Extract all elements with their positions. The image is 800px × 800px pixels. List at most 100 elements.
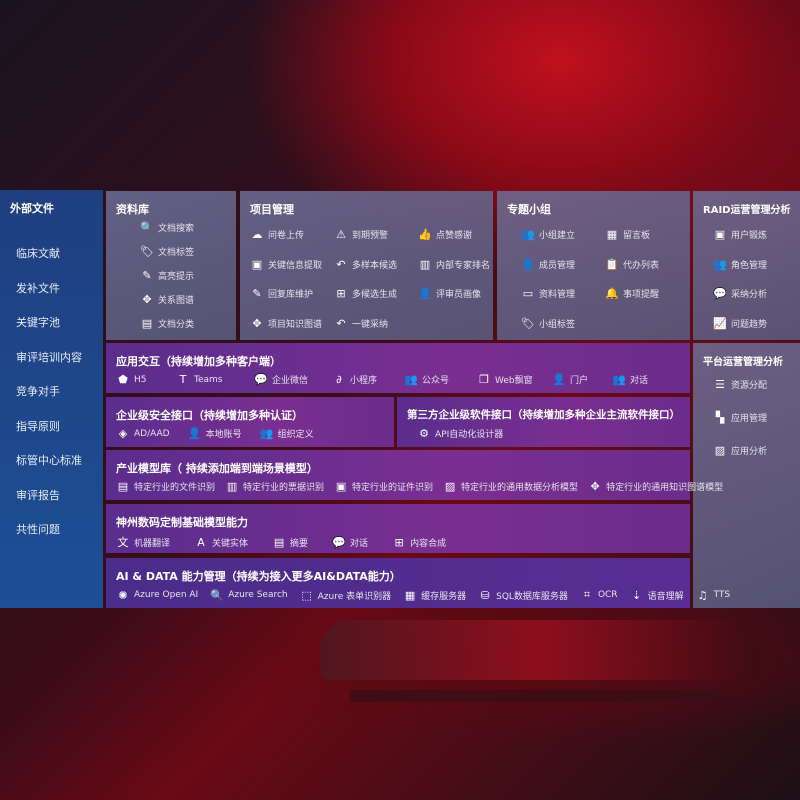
menu-item[interactable]: ▤ 摘要 xyxy=(272,534,308,550)
menu-item[interactable]: 👤 评审员画像 xyxy=(418,287,481,300)
menu-item[interactable]: 🔍 Azure Search xyxy=(210,588,287,602)
menu-item[interactable]: ⊞ 多候选生成 xyxy=(334,287,397,300)
menu-item-label: 多样本候选 xyxy=(352,260,398,271)
menu-item[interactable]: ⚠ 到期预警 xyxy=(334,228,388,241)
menu-item-label: 多候选生成 xyxy=(352,290,398,300)
sidebar-item[interactable]: 发补文件 xyxy=(16,281,60,295)
menu-item[interactable]: 📋 代办列表 xyxy=(605,258,659,271)
menu-item[interactable]: ⚙ API自动化设计器 xyxy=(417,427,503,440)
menu-item[interactable]: ✺ Azure Open AI xyxy=(116,588,198,602)
menu-item[interactable]: 👥 角色管理 xyxy=(713,258,767,271)
menu-item[interactable]: ✥ 项目知识图谱 xyxy=(250,317,322,330)
sidebar-item[interactable]: 临床文献 xyxy=(16,247,60,260)
menu-item[interactable]: ▣ 用户锻炼 xyxy=(713,228,767,241)
menu-item[interactable]: ▦ 缓存服务器 xyxy=(403,588,466,602)
menu-item[interactable]: 👤 门户 xyxy=(552,373,612,386)
menu-item[interactable]: 👥 组织定义 xyxy=(260,427,314,440)
menu-item[interactable]: 📈 问题趋势 xyxy=(713,317,767,330)
menu-item[interactable]: ▥ 内部专家排名 xyxy=(418,258,490,271)
menu-item[interactable]: ⬟ H5 xyxy=(116,373,176,386)
menu-item[interactable]: ▭ 资料管理 xyxy=(521,287,575,300)
menu-item-label: 文档搜索 xyxy=(158,224,195,234)
background-shape xyxy=(350,690,730,702)
menu-item[interactable]: ✎ 回复库维护 xyxy=(250,287,313,300)
menu-item-label: 特定行业的票据识别 xyxy=(243,483,325,493)
menu-item[interactable]: ⇣ 语音理解 xyxy=(630,588,684,602)
sidebar-item[interactable]: 审评报告 xyxy=(16,488,60,502)
menu-item[interactable]: 👍 点赞感谢 xyxy=(418,228,472,241)
menu-item[interactable]: 💬 企业微信 xyxy=(254,373,332,386)
menu-item-label: Web飘窗 xyxy=(495,376,533,386)
menu-item[interactable]: ▦ 留言板 xyxy=(605,228,650,241)
menu-item[interactable]: ♫ TTS xyxy=(696,588,731,602)
menu-item[interactable]: ✎ 高亮提示 xyxy=(140,269,194,282)
sidebar-title: 外部文件 xyxy=(10,202,54,215)
sidebar-item[interactable]: 审评培训内容 xyxy=(16,350,82,364)
menu-item[interactable]: 👥 公众号 xyxy=(404,373,477,386)
menu-item[interactable]: ▤ 文档分类 xyxy=(140,317,194,330)
menu-item[interactable]: ⊞ 内容合成 xyxy=(392,534,446,550)
menu-item[interactable]: 💬 采纳分析 xyxy=(713,287,767,300)
menu-item[interactable]: ☁ 问卷上传 xyxy=(250,228,305,241)
compose-icon: ⊞ xyxy=(394,535,404,549)
menu-item[interactable]: ↶ 多样本候选 xyxy=(334,258,397,271)
menu-item[interactable]: ✥ 特定行业的通用知识图谱模型 xyxy=(588,480,723,493)
sidebar-item[interactable]: 标管中心标准 xyxy=(16,454,82,467)
tts-icon: ♫ xyxy=(697,588,708,602)
menu-item[interactable]: ⛁ SQL数据库服务器 xyxy=(478,588,568,602)
menu-item[interactable]: A 关键实体 xyxy=(194,534,248,550)
menu-item-label: 特定行业的通用知识图谱模型 xyxy=(606,483,724,493)
menu-item-label: 采纳分析 xyxy=(731,290,768,300)
menu-item-label: Teams xyxy=(194,374,223,385)
doc-category-icon: ▤ xyxy=(141,317,153,330)
menu-item[interactable]: ☰ 资源分配 xyxy=(713,378,767,391)
menu-item[interactable]: ▣ 特定行业的证件识别 xyxy=(334,480,433,493)
menu-item[interactable]: ▤ 特定行业的文件识别 xyxy=(116,480,215,493)
menu-item[interactable]: 👥 小组建立 xyxy=(521,228,575,241)
openai-icon: ✺ xyxy=(118,588,128,602)
menu-item-label: 一键采纳 xyxy=(352,319,389,330)
search-icon: 🔍 xyxy=(210,588,225,602)
menu-item[interactable]: 🔔 事项提醒 xyxy=(605,287,659,300)
menu-item[interactable]: T Teams xyxy=(176,373,254,386)
menu-item[interactable]: ▨ 应用分析 xyxy=(713,444,767,457)
alarm-icon: ⚠ xyxy=(336,228,346,241)
menu-item[interactable]: 🏷 小组标签 xyxy=(521,317,575,330)
menu-item[interactable]: 💬 对话 xyxy=(332,534,368,550)
menu-item[interactable]: ⌗ OCR xyxy=(580,588,618,602)
menu-item[interactable]: ↶ 一键采纳 xyxy=(334,317,388,330)
menu-item[interactable]: ▚ 应用管理 xyxy=(713,411,767,424)
menu-item[interactable]: 👥 对话 xyxy=(612,373,672,386)
menu-item[interactable]: ▥ 特定行业的票据识别 xyxy=(225,480,324,493)
menu-item[interactable]: ✥ 关系图谱 xyxy=(140,293,194,306)
sidebar-item[interactable]: 关键字池 xyxy=(16,316,60,329)
teams-icon: T xyxy=(179,373,187,386)
menu-item-label: 问卷上传 xyxy=(268,231,305,241)
reply-icon: ↶ xyxy=(336,316,346,330)
panel-title: AI & DATA 能力管理（持续为接入更多AI&DATA能力） xyxy=(116,570,401,583)
panel-base-models: 神州数码定制基础模型能力文机器翻译 A 关键实体 ▤ 摘要 💬 对话 ⊞ 内容合成 xyxy=(106,504,690,553)
bell-icon: 🔔 xyxy=(605,287,619,300)
menu-item-label: 特定行业的通用数据分析模型 xyxy=(461,483,579,493)
chat-icon: 👥 xyxy=(612,373,626,386)
menu-item[interactable]: ▨ 特定行业的通用数据分析模型 xyxy=(443,480,578,493)
user-icon: 👤 xyxy=(418,287,432,300)
menu-item[interactable]: 👤 本地账号 xyxy=(188,427,242,440)
panel-security: 企业级安全接口（持续增加多种认证） ◈ AD/AAD 👤 本地账号 👥 组织定义 xyxy=(106,397,394,447)
menu-item[interactable]: ∂ 小程序 xyxy=(332,373,404,386)
menu-item-label: AD/AAD xyxy=(134,428,170,439)
menu-item[interactable]: ❐ Web飘窗 xyxy=(477,373,552,386)
sidebar-item[interactable]: 竞争对手 xyxy=(16,385,60,398)
menu-item[interactable]: ◈ AD/AAD xyxy=(116,427,170,440)
menu-item[interactable]: 👤 成员管理 xyxy=(521,258,575,271)
menu-item[interactable]: ⬚ Azure 表单识别器 xyxy=(300,588,391,602)
menu-item[interactable]: 文机器翻译 xyxy=(116,534,171,550)
group-icon: 👥 xyxy=(521,228,535,241)
pen-icon: ✎ xyxy=(142,269,152,282)
menu-item-label: 特定行业的证件识别 xyxy=(352,483,434,493)
menu-item[interactable]: 🔍 文档搜索 xyxy=(140,221,194,234)
sidebar-item[interactable]: 指导原则 xyxy=(16,419,60,433)
menu-item[interactable]: 🏷 文档标签 xyxy=(140,245,194,258)
sidebar-item[interactable]: 共性问题 xyxy=(16,523,60,536)
menu-item[interactable]: ▣ 关键信息提取 xyxy=(250,258,322,271)
